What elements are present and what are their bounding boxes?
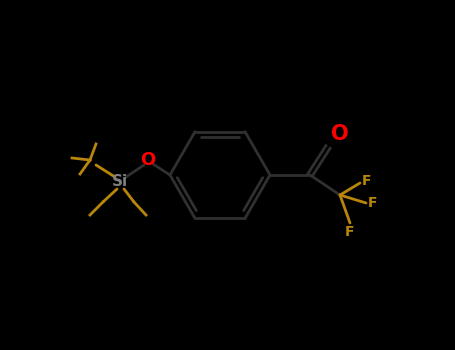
Text: O: O [331,124,349,144]
Text: O: O [141,151,156,169]
Text: F: F [368,196,378,210]
Text: F: F [362,174,371,188]
Text: Si: Si [112,175,128,189]
Text: F: F [345,225,355,239]
